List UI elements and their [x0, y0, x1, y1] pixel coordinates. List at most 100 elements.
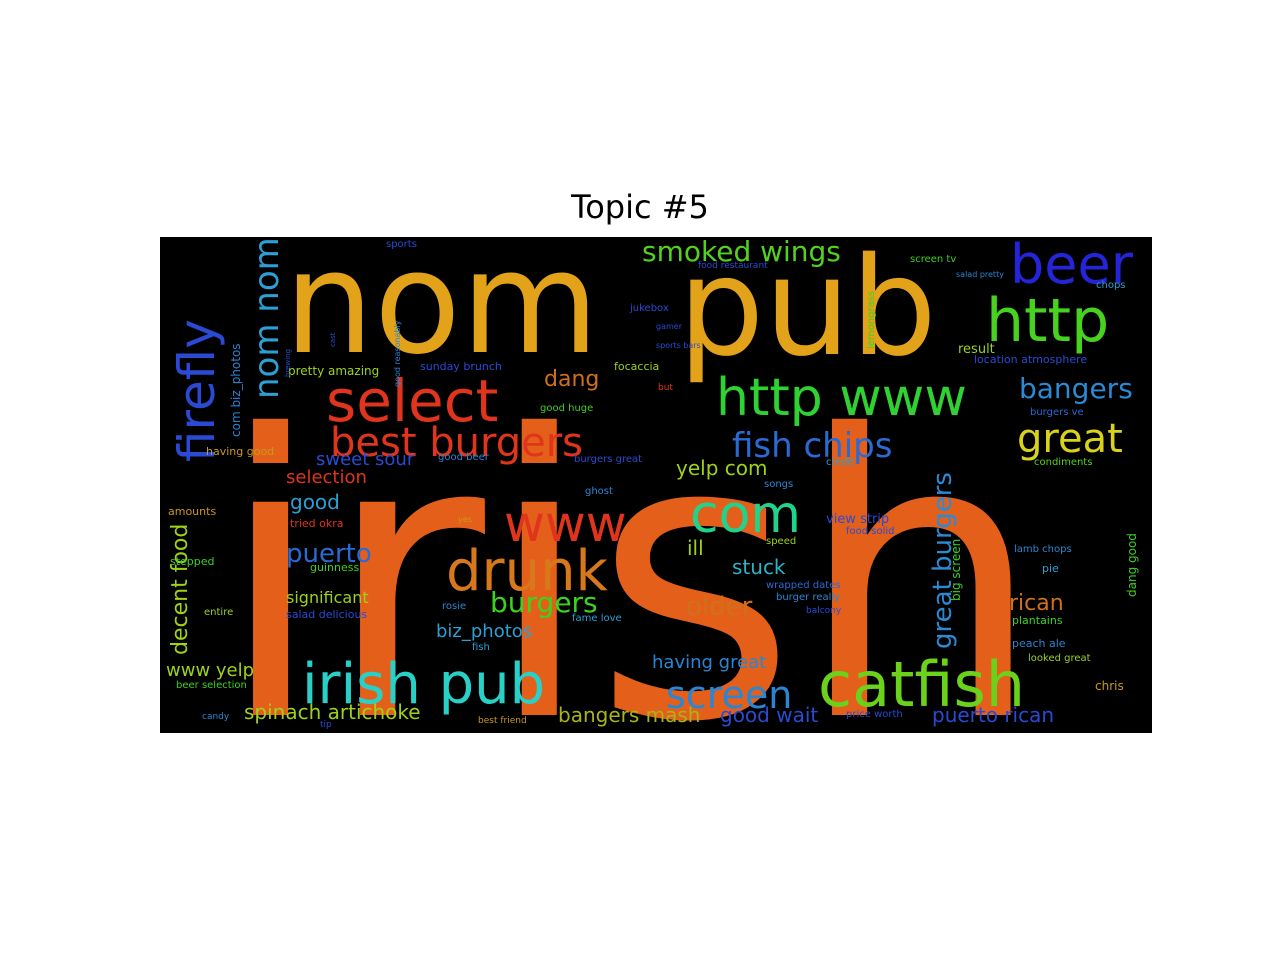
- word-salad-delicious: salad delicious: [286, 608, 367, 621]
- word-nom: nom: [284, 237, 599, 386]
- word-speed: speed: [766, 536, 796, 547]
- word-burger-really: burger really: [776, 592, 840, 603]
- word-balcony: balcony: [806, 606, 842, 616]
- word-sports-bars: sports bars: [656, 341, 701, 350]
- word-candy: candy: [202, 712, 230, 722]
- word-rican: rican: [1009, 591, 1064, 616]
- word-burgers: burgers: [490, 586, 598, 619]
- word-com: com: [690, 485, 801, 545]
- word-stepped: stepped: [170, 555, 215, 568]
- word-great-burgers: great burgers: [928, 472, 958, 649]
- word-smoked-wings: smoked wings: [642, 237, 841, 268]
- word-rosie: rosie: [442, 601, 466, 612]
- word-cloud: irish nom pub select best burgers http http ww…: [160, 237, 1152, 733]
- word-ill: ill: [687, 536, 704, 560]
- word-biz-photos: biz_photos: [436, 621, 532, 642]
- word-drunk: drunk: [446, 539, 609, 604]
- word-burgers-ve: burgers ve: [1030, 407, 1084, 418]
- word-burgers-great: burgers great: [574, 454, 642, 465]
- word-puerto: puerto: [286, 539, 372, 569]
- word-pretty-amazing: pretty amazing: [288, 364, 379, 378]
- word-but: but: [658, 383, 673, 393]
- word-brewing: brewing: [284, 349, 292, 377]
- word-focaccia: focaccia: [614, 360, 659, 373]
- word-peach-ale: peach ale: [1012, 637, 1066, 650]
- word-result: result: [958, 342, 995, 357]
- word-fish-chips: fish chips: [732, 426, 892, 466]
- word-condiments: condiments: [1034, 457, 1092, 468]
- word-good-beer: good beer: [438, 452, 490, 463]
- word-great: great: [1017, 416, 1123, 462]
- word-sports: sports: [386, 239, 417, 250]
- word-screen: screen: [666, 673, 792, 717]
- word-dang-good: dang good: [1125, 533, 1139, 597]
- word-tip: tip: [320, 720, 332, 730]
- word-stuck: stuck: [732, 555, 786, 579]
- word-food-solid: food solid: [846, 526, 895, 537]
- word-irish-pub: irish pub: [302, 652, 545, 717]
- word-big-screen: big screen: [949, 539, 963, 601]
- word-firefly: firefly: [168, 319, 226, 462]
- word-puerto-rican: puerto rican: [932, 703, 1054, 727]
- word-good-huge: good huge: [540, 403, 593, 414]
- word-good-wait: good wait: [720, 703, 818, 727]
- word-location-atmosphere: location atmosphere: [974, 353, 1087, 366]
- word-ghost: ghost: [585, 486, 613, 497]
- word-selection: selection: [286, 467, 367, 488]
- word-bangers-mash: bangers mash: [558, 703, 700, 727]
- word-cloud-background: [160, 237, 1152, 733]
- word-lemongrass: lemongrass: [866, 291, 877, 349]
- word-dang: dang: [544, 367, 599, 392]
- word-view-strip: view strip: [826, 512, 889, 527]
- word-salad-pretty: salad pretty: [956, 270, 1004, 279]
- word-sweet-sour: sweet sour: [316, 449, 415, 470]
- word-fame-love: fame love: [572, 613, 622, 624]
- chart-title: Topic #5: [571, 188, 709, 226]
- word-older: older: [686, 592, 753, 622]
- word-plantains: plantains: [1012, 614, 1063, 627]
- word-pub: pub: [678, 237, 937, 387]
- word-jukebox: jukebox: [629, 303, 669, 314]
- word-pie: pie: [1042, 562, 1059, 575]
- word-cast: cast: [329, 332, 337, 347]
- word-chris: chris: [1095, 679, 1124, 693]
- word-amounts: amounts: [168, 505, 216, 518]
- word-best-friend: best friend: [478, 716, 527, 726]
- word-yelp-com: yelp com: [676, 456, 767, 480]
- word-chops: chops: [1096, 280, 1126, 291]
- word-sunday-brunch: sunday brunch: [420, 360, 502, 373]
- word-beer-selection: beer selection: [176, 680, 247, 691]
- word-beer: beer: [1010, 237, 1134, 296]
- word-price-worth: price worth: [846, 709, 903, 720]
- word-irish: irish: [216, 353, 1043, 733]
- word-http-www: http www: [716, 368, 967, 428]
- word-com-biz-photos: com biz_photos: [229, 343, 243, 437]
- word-decent-food: decent food: [168, 524, 193, 655]
- word-songs: songs: [764, 479, 793, 490]
- word-looked-great: looked great: [1028, 653, 1091, 664]
- word-nom-nom: nom nom: [247, 237, 287, 399]
- word-bangers: bangers: [1019, 372, 1133, 405]
- word-select: select: [326, 367, 498, 435]
- word-fish: fish: [472, 642, 490, 653]
- word-spinach-artichoke: spinach artichoke: [244, 700, 421, 724]
- word-gamer: gamer: [656, 322, 683, 331]
- word-best-burgers: best burgers: [330, 420, 583, 466]
- word-tried-okra: tried okra: [290, 517, 344, 530]
- word-yes: yes: [458, 515, 472, 524]
- word-http: http: [986, 286, 1109, 356]
- word-having-great: having great: [652, 652, 766, 673]
- word-screen-tv: screen tv: [910, 254, 956, 265]
- word-good-reasonably: good reasonably: [393, 320, 402, 387]
- word-good: good: [290, 490, 340, 514]
- word-credit: credit: [826, 457, 855, 468]
- word-www-yelp: www yelp: [166, 660, 254, 681]
- word-guinness: guinness: [310, 561, 359, 574]
- word-www: www: [504, 495, 627, 553]
- word-wrapped-dates: wrapped dates: [766, 580, 841, 591]
- word-lamb-chops: lamb chops: [1014, 544, 1072, 555]
- word-catfish: catfish: [818, 648, 1025, 721]
- word-food-restaurant: food restaurant: [698, 261, 768, 271]
